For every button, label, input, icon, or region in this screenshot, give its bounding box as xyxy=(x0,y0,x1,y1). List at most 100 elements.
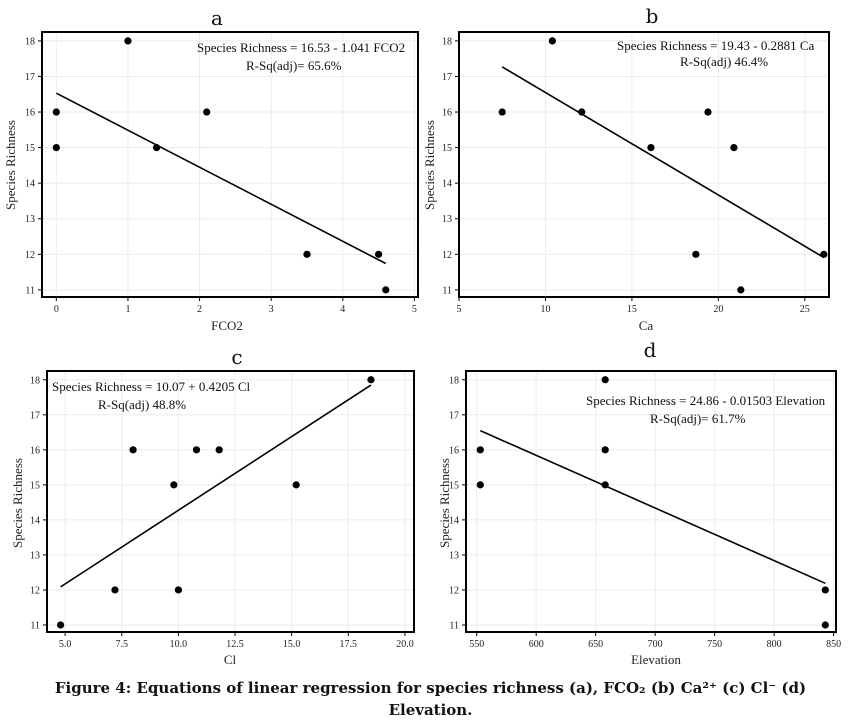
y-tick-label: 16 xyxy=(442,108,452,119)
x-tick-label: 3 xyxy=(269,304,274,315)
y-tick-label: 12 xyxy=(449,585,459,596)
y-tick-label: 13 xyxy=(30,550,40,561)
x-tick-label: 7.5 xyxy=(116,639,129,650)
x-tick-label: 750 xyxy=(707,639,722,650)
regression-line xyxy=(55,92,387,265)
x-tick-label: 4 xyxy=(340,304,345,315)
x-tick-label: 5 xyxy=(412,304,417,315)
data-point xyxy=(476,481,484,489)
y-tick-label: 18 xyxy=(25,36,35,47)
x-axis-label: Cl xyxy=(224,652,237,667)
x-axis-label: Ca xyxy=(639,318,654,333)
plot-frame xyxy=(465,370,837,633)
x-tick-label: 25 xyxy=(800,304,810,315)
data-point xyxy=(367,376,375,384)
y-tick-label: 13 xyxy=(442,214,452,225)
regression-line xyxy=(60,384,372,588)
panel-letter: a xyxy=(211,6,223,30)
data-point xyxy=(152,144,161,152)
x-axis-label: Elevation xyxy=(631,652,681,667)
r-squared-label: R-Sq(adj) 48.8% xyxy=(98,397,186,412)
panel-letter: d xyxy=(644,338,657,362)
data-point xyxy=(375,250,383,258)
data-point xyxy=(303,250,311,258)
data-point xyxy=(730,144,738,152)
plot-frame xyxy=(46,370,415,633)
data-point xyxy=(821,621,829,629)
y-tick-label: 17 xyxy=(449,410,459,421)
data-point xyxy=(601,446,609,454)
panel-b: 5 10 15 20 25 11 12 13 14 15 16 17 18 Species Richnes… xyxy=(422,4,830,333)
y-tick-label: 15 xyxy=(442,143,452,154)
x-tick-label: 15 xyxy=(627,304,637,315)
y-tick-label: 12 xyxy=(25,250,35,261)
y-axis-label: Species Richness xyxy=(437,458,452,548)
data-point xyxy=(704,108,712,116)
regression-equation: Species Richness = 19.43 - 0.2881 Ca xyxy=(617,38,814,53)
y-tick-label: 11 xyxy=(30,620,40,631)
y-tick-label: 12 xyxy=(442,250,452,261)
data-point xyxy=(170,481,178,489)
data-point xyxy=(737,286,745,294)
x-tick-label: 700 xyxy=(648,639,663,650)
y-tick-label: 14 xyxy=(442,179,452,190)
x-tick-label: 550 xyxy=(469,639,484,650)
regression-equation: Species Richness = 16.53 - 1.041 FCO2 xyxy=(197,40,405,55)
data-point xyxy=(52,144,60,152)
y-tick-label: 16 xyxy=(25,108,35,119)
r-squared-label: R-Sq(adj)= 65.6% xyxy=(246,58,342,73)
data-point xyxy=(56,621,65,629)
data-point xyxy=(174,586,182,594)
regression-equation: Species Richness = 24.86 - 0.01503 Eleva… xyxy=(586,393,826,408)
r-squared-label: R-Sq(adj) 46.4% xyxy=(680,54,768,69)
y-tick-label: 13 xyxy=(449,550,459,561)
data-point xyxy=(601,481,609,489)
x-tick-label: 5 xyxy=(457,304,462,315)
data-point xyxy=(647,144,655,152)
y-tick-label: 17 xyxy=(25,72,35,83)
figure-caption: Figure 4: Equations of linear regression… xyxy=(0,677,861,721)
y-tick-label: 17 xyxy=(442,72,452,83)
y-axis-label: Species Richness xyxy=(422,120,437,210)
y-tick-label: 12 xyxy=(30,585,40,596)
data-point xyxy=(601,376,609,384)
data-point xyxy=(498,108,506,116)
data-point xyxy=(124,37,132,45)
plot-frame xyxy=(41,31,419,298)
data-point xyxy=(692,250,700,258)
y-tick-label: 13 xyxy=(25,214,35,225)
y-tick-label: 11 xyxy=(25,285,35,296)
panel-letter: b xyxy=(646,4,659,28)
y-tick-label: 14 xyxy=(449,515,459,526)
y-tick-label: 18 xyxy=(449,375,459,386)
data-point xyxy=(292,481,300,489)
regression-line xyxy=(479,429,826,585)
data-point xyxy=(476,446,484,454)
x-tick-label: 17.5 xyxy=(340,639,358,650)
x-tick-label: 20 xyxy=(713,304,723,315)
y-tick-label: 16 xyxy=(30,445,40,456)
data-point xyxy=(382,286,390,294)
x-tick-label: 5.0 xyxy=(59,639,72,650)
x-tick-label: 650 xyxy=(588,639,603,650)
panel-letter: c xyxy=(231,345,242,369)
caption-line-1: Figure 4: Equations of linear regression… xyxy=(54,679,807,697)
x-tick-label: 12.5 xyxy=(226,639,244,650)
regression-line xyxy=(501,66,825,259)
x-tick-label: 0 xyxy=(54,304,59,315)
y-axis-label: Species Richness xyxy=(3,120,18,210)
data-point xyxy=(192,446,201,454)
panel-d: 550 600 650 700 750 800 850 11 12 13 14 15 16 17 18 Spe… xyxy=(437,338,841,667)
y-axis-label: Species Richness xyxy=(10,458,25,548)
x-tick-label: 1 xyxy=(125,304,130,315)
data-point xyxy=(111,586,119,594)
x-tick-label: 850 xyxy=(826,639,841,650)
y-tick-label: 15 xyxy=(25,143,35,154)
data-point xyxy=(203,108,211,116)
panel-c: 5.0 7.5 10.0 12.5 15.0 17.5 20.0 11 12 13 14 15 16 17… xyxy=(10,345,415,667)
y-tick-label: 15 xyxy=(449,480,459,491)
x-axis-label: FCO2 xyxy=(211,318,243,333)
data-point xyxy=(820,250,828,258)
